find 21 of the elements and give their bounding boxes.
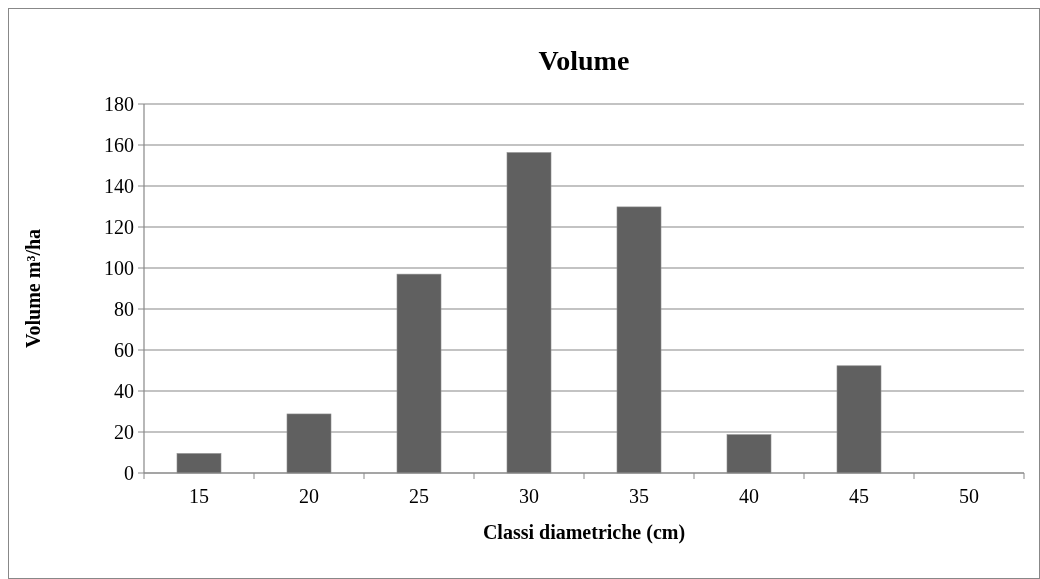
- x-tick-label: 25: [409, 485, 429, 507]
- x-tick-label: 45: [849, 485, 869, 507]
- x-tick-label: 35: [629, 485, 649, 507]
- x-tick-label: 15: [189, 485, 209, 507]
- x-tick-label: 30: [519, 485, 539, 507]
- y-tick-label: 100: [104, 257, 134, 279]
- y-tick-label: 160: [104, 134, 134, 156]
- y-tick-label: 20: [114, 421, 134, 443]
- y-tick-label: 180: [104, 93, 134, 115]
- x-tick-label: 50: [959, 485, 979, 507]
- y-axis-title: Volume m³/ha: [22, 228, 44, 349]
- x-tick-label: 40: [739, 485, 759, 507]
- chart-title: Volume: [538, 45, 630, 76]
- y-tick-label: 60: [114, 339, 134, 361]
- y-tick-label: 0: [124, 462, 134, 484]
- y-tick-label: 120: [104, 216, 134, 238]
- y-tick-label: 140: [104, 175, 134, 197]
- y-tick-label: 40: [114, 380, 134, 402]
- x-axis-title: Classi diametriche (cm): [482, 521, 686, 544]
- x-tick-label: 20: [299, 485, 319, 507]
- y-tick-label: 80: [114, 298, 134, 320]
